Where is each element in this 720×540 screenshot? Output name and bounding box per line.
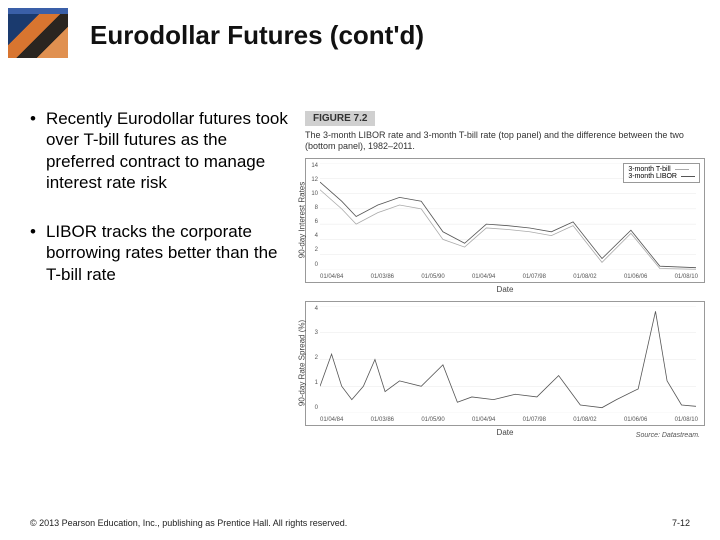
bullet-text: Recently Eurodollar futures took over T-… [46,108,290,193]
bullet-dot: • [30,221,36,285]
chart-spread: 90-day Rate Spread (%) 43210 01/04/8401/… [305,301,705,426]
figure: FIGURE 7.2 The 3-month LIBOR rate and 3-… [305,108,705,436]
chart-rates: 90-day Interest Rates 14121086420 3-mont… [305,158,705,283]
list-item: • LIBOR tracks the corporate borrowing r… [30,221,290,285]
bullet-list: • Recently Eurodollar futures took over … [30,108,290,313]
y-axis-label: 90-day Rate Spread (%) [298,320,307,406]
bullet-text: LIBOR tracks the corporate borrowing rat… [46,221,290,285]
legend-label: 3-month T-bill [628,166,670,173]
x-axis-label: Date [497,428,514,437]
chart-legend: 3-month T-bill 3-month LIBOR [623,163,700,183]
y-ticks: 43210 [308,306,318,411]
figure-caption: The 3-month LIBOR rate and 3-month T-bil… [305,130,705,152]
copyright-text: © 2013 Pearson Education, Inc., publishi… [30,518,347,528]
x-axis-label: Date [497,285,514,294]
figure-source: Source: Datastream. [636,432,700,439]
slide-title: Eurodollar Futures (cont'd) [90,20,424,51]
list-item: • Recently Eurodollar futures took over … [30,108,290,193]
legend-line-icon [675,169,689,170]
slide-logo [8,8,68,58]
slide-footer: © 2013 Pearson Education, Inc., publishi… [30,518,690,528]
legend-label: 3-month LIBOR [628,173,677,180]
chart-canvas [320,306,696,413]
x-ticks: 01/04/8401/03/8601/05/9001/04/9401/07/98… [320,417,698,423]
legend-line-icon [681,176,695,177]
y-axis-label: 90-day Interest Rates [298,182,307,258]
page-number: 7-12 [672,518,690,528]
bullet-dot: • [30,108,36,193]
figure-label: FIGURE 7.2 [305,111,375,126]
x-ticks: 01/04/8401/03/8601/05/9001/04/9401/07/98… [320,274,698,280]
y-ticks: 14121086420 [308,163,318,268]
